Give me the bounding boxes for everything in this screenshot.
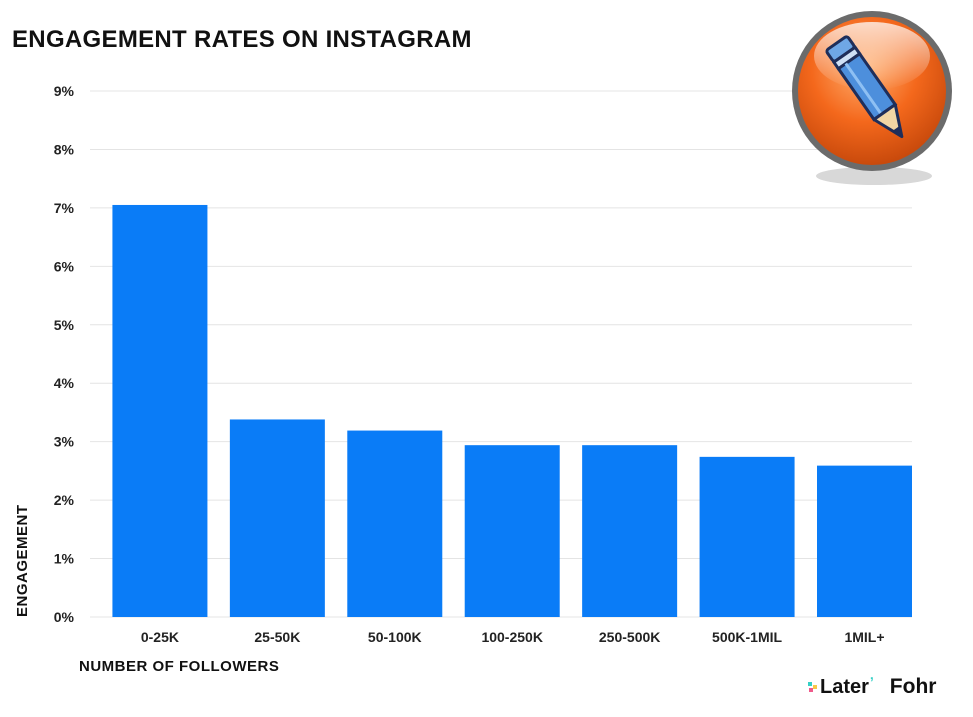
y-tick-label: 0% [54,609,75,625]
bar-0-25k [112,204,208,617]
y-tick-label: 4% [54,375,75,391]
x-tick-label: 25-50K [254,629,300,645]
bar-25-50k [229,419,325,617]
x-tick-label: 1MIL+ [844,629,884,645]
later-logo-mark [808,682,818,692]
x-axis-label: NUMBER OF FOLLOWERS [79,658,279,675]
brand-logos: Later ʼ Fohr [808,672,936,702]
x-axis-ticks: 0-25K 25-50K 50-100K 100-250K 250-500K 500K-1… [141,629,885,645]
x-tick-label: 100-250K [481,629,543,645]
y-tick-label: 2% [54,492,75,508]
x-tick-label: 50-100K [368,629,422,645]
y-tick-label: 8% [54,141,75,157]
y-tick-label: 9% [54,83,75,99]
y-tick-label: 5% [54,317,75,333]
y-axis-label: ENGAGEMENT [14,504,31,617]
y-tick-label: 1% [54,551,75,567]
bar-50-100k [347,430,443,617]
y-tick-label: 7% [54,200,75,216]
x-tick-label: 500K-1MIL [712,629,782,645]
x-tick-label: 250-500K [599,629,661,645]
y-axis-ticks: 0% 1% 2% 3% 4% 5% 6% 7% 8% 9% [54,83,75,625]
bar-250-500k [582,445,678,617]
bar-500k-1mil [699,456,795,617]
fohr-logo: Fohr [889,675,937,698]
later-logo: Later ʼ [808,674,874,699]
later-logo-accent: ʼ [869,674,874,690]
later-logo-text: Later [820,675,869,698]
x-tick-label: 0-25K [141,629,179,645]
bars [112,204,912,617]
bar-1mil- [817,465,912,617]
y-tick-label: 3% [54,434,75,450]
y-tick-label: 6% [54,258,75,274]
pencil-icon [792,11,952,185]
pencil-badge [789,8,959,186]
chart-title: ENGAGEMENT RATES ON INSTAGRAM [12,26,472,53]
bar-100-250k [464,445,560,617]
